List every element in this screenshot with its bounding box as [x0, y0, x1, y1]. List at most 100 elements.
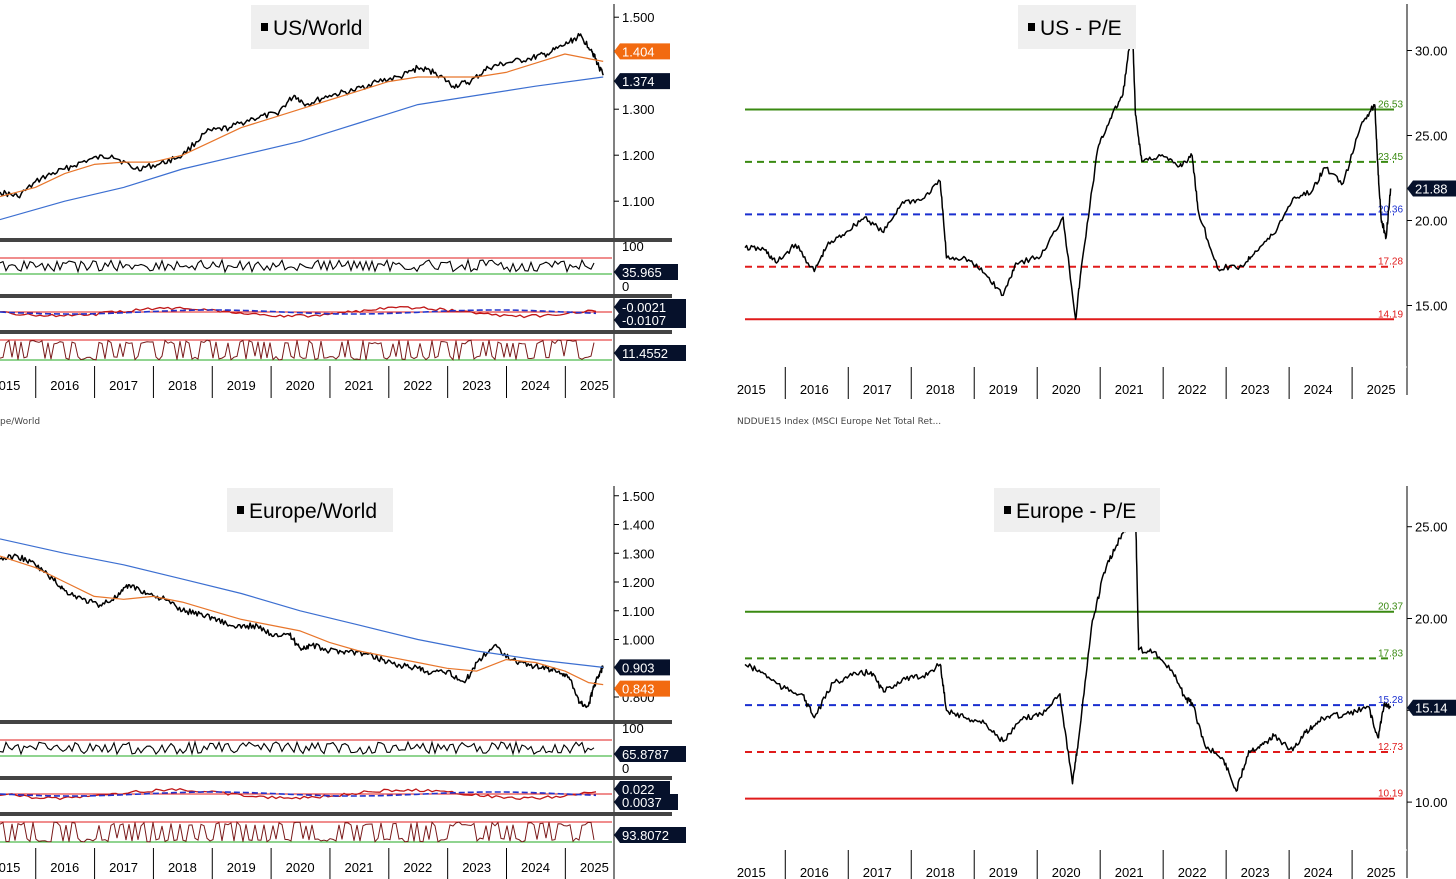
- value-badge-shape: [614, 781, 670, 797]
- chart-title-text: Europe - P/E: [1016, 500, 1136, 523]
- europe-world-subpanel-rsi: 100 0: [0, 720, 672, 776]
- x-tick-label: 2017: [863, 382, 892, 397]
- value-badge-shape: [1407, 180, 1456, 197]
- x-tick-label: 2016: [50, 378, 79, 393]
- y-tick-label: 25.00: [1415, 520, 1448, 535]
- chart-title-bg: [994, 488, 1160, 532]
- value-badge-text: 0.022: [622, 782, 655, 797]
- x-tick-label: 2022: [1178, 865, 1207, 879]
- series-price: [0, 32, 604, 199]
- value-badge-shape: [614, 680, 670, 697]
- value-badge-text: 15.14: [1415, 701, 1448, 716]
- x-tick-label: 2024: [521, 860, 550, 875]
- chart-title-bg: [227, 488, 393, 532]
- subpanel-divider: [0, 238, 672, 242]
- stoch-line: [0, 339, 595, 361]
- us-pe-x-axis: 2015 2016 2017 2018 2019 2020 2021 2022 2023 2024…: [737, 367, 1396, 399]
- x-tick-label: 2025: [580, 378, 609, 393]
- x-tick-label: 2016: [800, 865, 829, 879]
- stoch-value-badge: 93.8072: [614, 827, 686, 843]
- value-badge-text: 0.0037: [622, 795, 662, 810]
- y-tick-label: 15.00: [1415, 299, 1448, 314]
- reference-line-label: 20.37: [1378, 602, 1403, 613]
- rsi-axis-label-bottom: 0: [622, 279, 629, 294]
- value-badge-text: 11.4552: [622, 346, 668, 361]
- reference-line-label: 10.19: [1378, 789, 1403, 800]
- rsi-axis-label-top: 100: [622, 721, 644, 736]
- x-tick-label: 2016: [50, 860, 79, 875]
- value-badge-shape: [614, 345, 686, 361]
- last-value-pe: 21.88: [1407, 180, 1456, 197]
- value-badge-shape: [614, 794, 678, 810]
- rsi-axis-label-bottom: 0: [622, 761, 629, 776]
- us-pe-title: US - P/E: [1018, 5, 1136, 49]
- x-tick-label: 2020: [1052, 382, 1081, 397]
- value-badge-shape: [614, 827, 686, 843]
- x-tick-label: 2021: [345, 378, 374, 393]
- y-tick-label: 1.300: [622, 546, 655, 561]
- subpanel-divider: [0, 720, 672, 724]
- x-tick-label: 2019: [989, 382, 1018, 397]
- x-tick-label: 2019: [989, 865, 1018, 879]
- stoch-line: [0, 820, 595, 843]
- subpanel-divider: [0, 776, 672, 780]
- macd-signal-badge: -0.0107: [614, 312, 686, 328]
- x-tick-label: 2025: [1367, 865, 1396, 879]
- x-tick-label: 2019: [227, 378, 256, 393]
- y-tick-label: 30.00: [1415, 44, 1448, 59]
- value-badge-shape: [614, 299, 686, 315]
- rsi-value-badge: 65.8787: [614, 746, 686, 762]
- y-tick-label: 1.300: [622, 102, 655, 117]
- chart-title-bg: [251, 5, 369, 49]
- x-tick-label: 2020: [286, 860, 315, 875]
- value-badge-text: 1.404: [622, 44, 655, 59]
- x-tick-label: 2022: [403, 378, 432, 393]
- x-tick-label: 2015: [737, 382, 766, 397]
- chart-title-text: US/World: [273, 17, 362, 40]
- europe-world-title: Europe/World: [227, 488, 393, 532]
- reference-line-label: 23.45: [1378, 152, 1403, 163]
- chart-title-bg: [1018, 5, 1136, 49]
- value-badge-text: 65.8787: [622, 747, 669, 762]
- x-tick-label: 2023: [462, 860, 491, 875]
- us-world-subpanel-stoch: [0, 330, 672, 361]
- stoch-value-badge: 11.4552: [614, 345, 686, 361]
- rsi-axis-label-top: 100: [622, 239, 644, 254]
- value-badge-text: -0.0021: [622, 300, 666, 315]
- y-tick-label: 1.500: [622, 489, 655, 504]
- y-tick-label: 1.100: [622, 604, 655, 619]
- subpanel-divider: [0, 330, 672, 334]
- reference-line-label: 14.19: [1378, 309, 1403, 320]
- y-tick-label: 1.100: [622, 194, 655, 209]
- us-world-subpanel-macd: [0, 294, 672, 319]
- reference-line-label: 15.28: [1378, 695, 1403, 706]
- series-ma_long: [0, 538, 604, 668]
- series-pe: [744, 507, 1392, 792]
- series-ma_short: [0, 53, 604, 198]
- reference-line-label: 17.28: [1378, 257, 1403, 268]
- x-tick-label: 2025: [1367, 382, 1396, 397]
- x-tick-label: 2015: [737, 865, 766, 879]
- series-ma_long: [0, 76, 604, 221]
- x-tick-label: 2020: [1052, 865, 1081, 879]
- x-tick-label: 2024: [1304, 865, 1333, 879]
- europe-world-x-axis: 2015 2016 2017 2018 2019 2020 2021 2022 2023 2024…: [0, 848, 609, 879]
- x-tick-label: 2023: [1241, 382, 1270, 397]
- y-tick-label: 1.200: [622, 148, 655, 163]
- europe-pe-x-axis: 2015 2016 2017 2018 2019 2020 2021 2022 2023 2024…: [737, 850, 1396, 879]
- x-tick-label: 2023: [462, 378, 491, 393]
- reference-line-label: 17.83: [1378, 648, 1403, 659]
- x-tick-label: 2017: [863, 865, 892, 879]
- europe-pe-chart: 25.0020.0015.0010.0020.3717.8315.2812.73…: [744, 486, 1448, 878]
- footnote-right: NDDUE15 Index (MSCI Europe Net Total Ret…: [737, 417, 942, 427]
- x-tick-label: 2018: [926, 382, 955, 397]
- macd-signal-badge: 0.0037: [614, 794, 678, 810]
- value-badge-text: -0.0107: [622, 313, 666, 328]
- y-tick-label: 10.00: [1415, 795, 1448, 810]
- last-value-ma-short: 0.843: [614, 680, 670, 697]
- x-tick-label: 2022: [1178, 382, 1207, 397]
- y-tick-label: 1.400: [622, 518, 655, 533]
- chart-title-marker: [1004, 506, 1011, 514]
